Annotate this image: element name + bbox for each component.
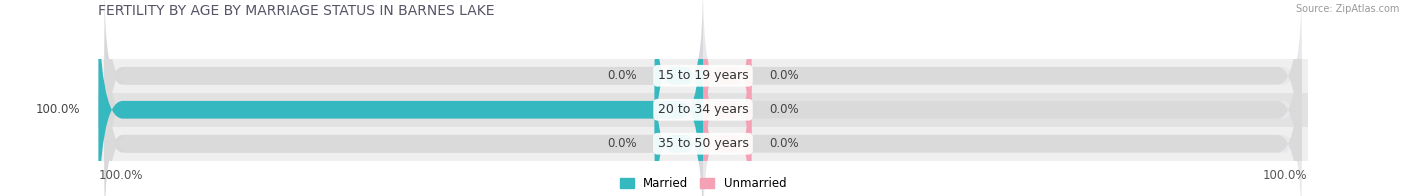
FancyBboxPatch shape [104, 17, 1302, 196]
FancyBboxPatch shape [104, 17, 703, 196]
FancyBboxPatch shape [104, 0, 703, 169]
FancyBboxPatch shape [703, 0, 1302, 169]
Bar [98, 59, 1308, 93]
Text: 0.0%: 0.0% [769, 137, 799, 150]
FancyBboxPatch shape [703, 17, 751, 196]
Bar [98, 127, 1308, 161]
Text: Source: ZipAtlas.com: Source: ZipAtlas.com [1295, 4, 1399, 14]
Text: 15 to 19 years: 15 to 19 years [658, 69, 748, 82]
FancyBboxPatch shape [655, 0, 703, 169]
Text: 100.0%: 100.0% [35, 103, 80, 116]
FancyBboxPatch shape [703, 51, 751, 196]
FancyBboxPatch shape [104, 0, 1302, 196]
FancyBboxPatch shape [655, 51, 703, 196]
Text: 0.0%: 0.0% [607, 69, 637, 82]
Text: 0.0%: 0.0% [607, 137, 637, 150]
Text: 0.0%: 0.0% [769, 69, 799, 82]
Bar [98, 93, 1308, 127]
FancyBboxPatch shape [703, 17, 1302, 196]
Legend: Married, Unmarried: Married, Unmarried [620, 177, 786, 190]
FancyBboxPatch shape [703, 0, 751, 169]
FancyBboxPatch shape [703, 51, 1302, 196]
Text: 100.0%: 100.0% [1263, 169, 1308, 181]
FancyBboxPatch shape [104, 51, 703, 196]
Text: 20 to 34 years: 20 to 34 years [658, 103, 748, 116]
Text: 0.0%: 0.0% [769, 103, 799, 116]
FancyBboxPatch shape [104, 0, 1302, 196]
Text: FERTILITY BY AGE BY MARRIAGE STATUS IN BARNES LAKE: FERTILITY BY AGE BY MARRIAGE STATUS IN B… [98, 4, 495, 18]
FancyBboxPatch shape [98, 0, 703, 196]
Text: 35 to 50 years: 35 to 50 years [658, 137, 748, 150]
Text: 100.0%: 100.0% [98, 169, 143, 181]
